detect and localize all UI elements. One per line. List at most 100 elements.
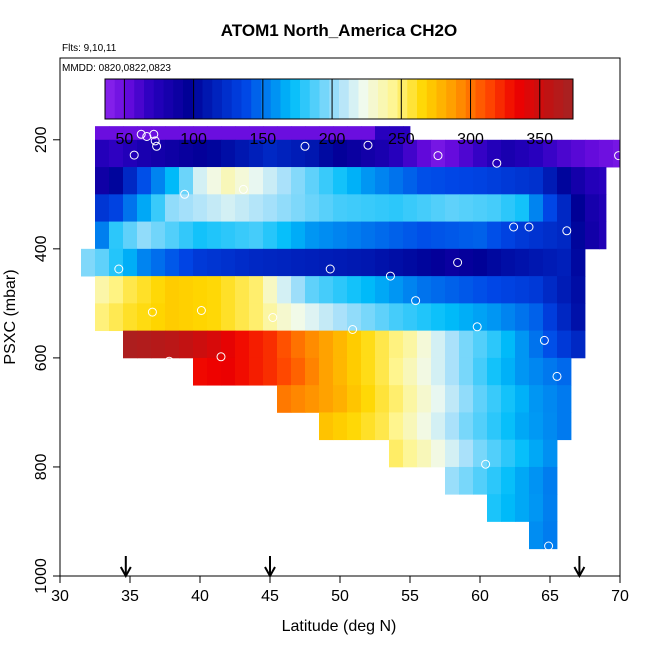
- heatmap-cell: [431, 385, 446, 413]
- heatmap-cell: [501, 466, 516, 495]
- heatmap-cell: [249, 221, 264, 250]
- heatmap-cell: [459, 385, 474, 413]
- heatmap-cell: [515, 221, 530, 250]
- heatmap-cell: [389, 221, 404, 250]
- colorbar-tick-label: 350: [526, 131, 553, 148]
- heatmap-cell: [585, 194, 600, 222]
- heatmap-cell: [515, 194, 530, 222]
- heatmap-cell: [221, 248, 236, 277]
- heatmap-cell: [529, 357, 544, 386]
- heatmap-cell: [417, 385, 432, 413]
- heatmap-cell: [319, 385, 334, 413]
- heatmap-cell: [431, 221, 446, 250]
- colorbar-segment: [173, 79, 184, 119]
- heatmap-cell: [193, 194, 208, 222]
- heatmap-cell: [291, 139, 306, 168]
- heatmap-cell: [571, 194, 586, 222]
- colorbar-segment: [105, 79, 116, 119]
- heatmap-cell: [529, 303, 544, 332]
- heatmap-cell: [529, 466, 544, 495]
- colorbar-segment: [475, 79, 486, 119]
- heatmap-cell: [263, 330, 278, 359]
- heatmap-cell: [305, 276, 320, 304]
- heatmap-cell: [361, 330, 376, 359]
- x-tick-label: 55: [401, 588, 419, 605]
- heatmap-cell: [529, 521, 544, 550]
- x-axis: 30 35 40 45 50 55 60 65 70: [51, 576, 629, 605]
- heatmap-cell: [249, 139, 264, 168]
- heatmap-cell: [207, 194, 222, 222]
- heatmap-cell: [431, 276, 446, 304]
- heatmap-cell: [305, 194, 320, 222]
- heatmap-cell: [417, 167, 432, 195]
- heatmap-cell: [487, 330, 502, 359]
- heatmap-cell: [417, 221, 432, 250]
- heatmap-cell: [501, 412, 516, 441]
- heatmap-cell: [487, 303, 502, 332]
- heatmap-cell: [571, 330, 586, 359]
- colorbar-segment: [339, 79, 350, 119]
- observation-marker: [325, 264, 335, 274]
- heatmap-cell: [179, 194, 194, 222]
- heatmap-cell: [179, 167, 194, 195]
- heatmap-cell: [389, 248, 404, 277]
- heatmap-cell: [207, 139, 222, 168]
- heatmap-cell: [417, 357, 432, 386]
- heatmap-cell: [361, 412, 376, 441]
- heatmap-cell: [347, 167, 362, 195]
- heatmap-cell: [277, 221, 292, 250]
- heatmap-cell: [221, 139, 236, 168]
- colorbar-segment: [504, 79, 515, 119]
- heatmap-cell: [165, 248, 180, 277]
- colorbar-segment: [456, 79, 467, 119]
- heatmap-cell: [291, 303, 306, 332]
- heatmap-cell: [557, 412, 572, 441]
- heatmap-cell: [151, 167, 166, 195]
- y-tick-label: 1000: [33, 558, 50, 594]
- x-tick-label: 45: [261, 588, 279, 605]
- heatmap-cell: [459, 303, 474, 332]
- heatmap-cell: [473, 303, 488, 332]
- heatmap-cell: [165, 194, 180, 222]
- heatmap-cell: [207, 357, 222, 386]
- heatmap-cell: [291, 357, 306, 386]
- heatmap-cell: [361, 221, 376, 250]
- heatmap-cell: [95, 167, 110, 195]
- heatmap-cell: [501, 330, 516, 359]
- heatmap-cell: [501, 303, 516, 332]
- heatmap-cell: [389, 276, 404, 304]
- heatmap-cell: [543, 412, 558, 441]
- heatmap-cell: [389, 385, 404, 413]
- heatmap-cell: [501, 194, 516, 222]
- heatmap-cell: [403, 276, 418, 304]
- heatmap-cell: [571, 167, 586, 195]
- heatmap-cell: [473, 167, 488, 195]
- heatmap-cell: [375, 330, 390, 359]
- heatmap-cell: [277, 194, 292, 222]
- heatmap-cell: [473, 439, 488, 468]
- heatmap-cell: [221, 303, 236, 332]
- colorbar-segment: [124, 79, 135, 119]
- heatmap-cell: [445, 276, 460, 304]
- heatmap-cell: [235, 167, 250, 195]
- heatmap-cell: [543, 439, 558, 468]
- heatmap-cell: [431, 167, 446, 195]
- heatmap-cell: [543, 276, 558, 304]
- observation-marker: [433, 151, 443, 161]
- heatmap-cell: [445, 330, 460, 359]
- heatmap-cell: [445, 303, 460, 332]
- heatmap-cell: [501, 357, 516, 386]
- heatmap-cell: [277, 139, 292, 168]
- colorbar: 50 100 150 200 250 300 350: [104, 78, 574, 148]
- heatmap-cell: [151, 330, 166, 359]
- heatmap-cell: [529, 221, 544, 250]
- heatmap-cell: [109, 139, 124, 168]
- heatmap-cell: [235, 303, 250, 332]
- latitude-arrow: [573, 556, 586, 579]
- heatmap-cell: [347, 385, 362, 413]
- heatmap-cell: [235, 330, 250, 359]
- heatmap-cell: [347, 276, 362, 304]
- heatmap-cell: [347, 303, 362, 332]
- heatmap-cell: [445, 412, 460, 441]
- heatmap-cell: [543, 466, 558, 495]
